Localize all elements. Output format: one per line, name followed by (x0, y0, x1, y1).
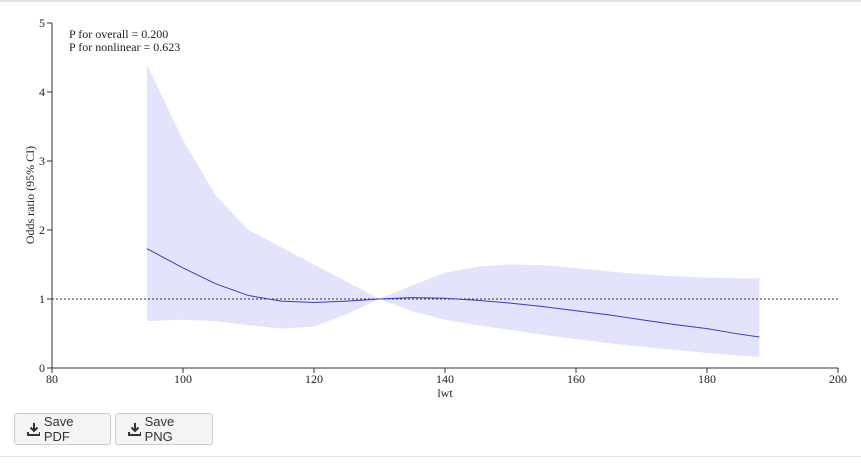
save-pdf-button[interactable]: Save PDF (14, 413, 111, 445)
download-icon (128, 423, 141, 436)
y-tick-label: 0 (39, 361, 45, 375)
x-tick-label: 100 (174, 372, 192, 386)
x-tick-label: 120 (305, 372, 323, 386)
x-axis-label: lwt (437, 386, 453, 400)
save-png-button[interactable]: Save PNG (115, 413, 213, 445)
annotation: P for nonlinear = 0.623 (69, 40, 180, 54)
top-border (0, 0, 861, 2)
x-tick-label: 180 (698, 372, 716, 386)
button-label: Save PNG (144, 414, 175, 444)
download-icon (27, 423, 40, 436)
ci-band (146, 64, 760, 357)
x-tick-label: 160 (567, 372, 585, 386)
x-tick-label: 200 (829, 372, 847, 386)
y-tick-label: 4 (39, 85, 45, 99)
y-tick-label: 2 (39, 223, 45, 237)
bottom-border (0, 456, 861, 457)
chart: P for overall = 0.200 P for nonlinear = … (23, 16, 847, 400)
x-tick-label: 140 (436, 372, 454, 386)
y-tick-label: 1 (39, 292, 45, 306)
y-tick-label: 5 (39, 16, 45, 30)
x-tick-label: 80 (46, 372, 58, 386)
y-axis-label: Odds ratio (95% CI) (23, 146, 37, 244)
button-label: Save PDF (43, 414, 74, 444)
y-tick-label: 3 (39, 154, 45, 168)
annotation: P for overall = 0.200 (69, 27, 168, 41)
line (146, 248, 760, 338)
